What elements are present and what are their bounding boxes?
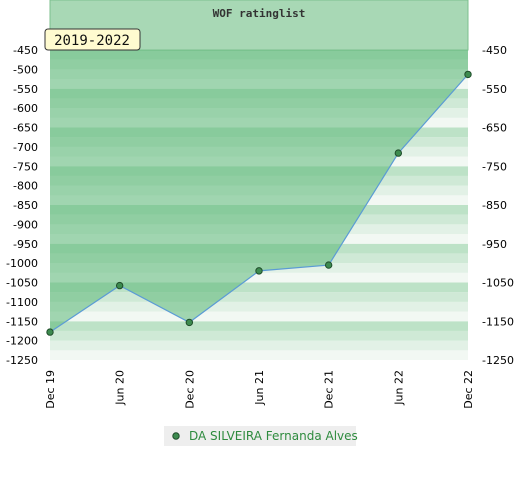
y-tick-label-left: -550	[13, 83, 38, 96]
y-axis-left: -450 -500 -550 -600 -650 -700 -750 -800 -850 -900…	[6, 44, 38, 367]
data-points	[46, 70, 472, 336]
legend-label: DA SILVEIRA Fernanda Alves	[189, 429, 358, 443]
background-band	[50, 311, 468, 322]
y-tick-label-right: -750	[482, 160, 507, 173]
y-tick-label-right: -1050	[482, 277, 514, 290]
x-tick-label: Dec 19	[44, 370, 57, 409]
background-band	[50, 330, 468, 341]
x-tick-label: Jun 22	[392, 370, 405, 406]
legend: DA SILVEIRA Fernanda Alves	[164, 426, 358, 446]
y-tick-label-right: -450	[482, 44, 507, 57]
background-band	[50, 301, 468, 312]
background-band	[50, 292, 468, 302]
y-tick-label-left: -1250	[6, 354, 38, 367]
data-point	[464, 70, 472, 79]
y-axis-right: -450 -550 -650 -750 -850 -950 -1050 -1150 -1250	[482, 44, 514, 367]
range-badge: 2019-2022	[44, 28, 141, 51]
data-point	[185, 318, 194, 327]
background-band	[50, 340, 468, 351]
y-tick-label-left: -1000	[6, 257, 38, 270]
y-tick-label-right: -1250	[482, 354, 514, 367]
y-tick-label-left: -600	[13, 102, 38, 115]
y-tick-label-left: -1100	[6, 296, 38, 309]
chart-title: WOF ratinglist	[213, 7, 306, 20]
y-tick-label-left: -650	[13, 122, 38, 135]
data-point	[394, 149, 403, 157]
x-tick-label: Dec 20	[183, 370, 196, 409]
data-point	[324, 261, 333, 269]
y-tick-label-right: -1150	[482, 315, 514, 328]
y-tick-label-left: -700	[13, 141, 38, 154]
legend-box	[164, 426, 356, 446]
y-tick-label-left: -500	[13, 63, 38, 76]
y-tick-label-left: -750	[13, 160, 38, 173]
x-tick-label: Jun 21	[253, 370, 266, 406]
data-point	[255, 267, 263, 275]
y-tick-label-right: -650	[482, 122, 507, 135]
background-band	[50, 350, 468, 360]
range-badge-box	[44, 28, 141, 51]
y-tick-label-left: -950	[13, 238, 38, 251]
y-tick-label-right: -550	[482, 83, 507, 96]
y-tick-label-left: -850	[13, 199, 38, 212]
rating-area-fill	[50, 50, 468, 333]
y-tick-label-right: -850	[482, 199, 507, 212]
x-tick-label: Jun 20	[114, 370, 127, 406]
background-band	[50, 282, 468, 293]
x-tick-label: Dec 22	[462, 370, 475, 409]
y-tick-label-left: -1150	[6, 315, 38, 328]
background-band	[50, 272, 468, 283]
x-tick-label: Dec 21	[323, 370, 336, 409]
y-tick-label-left: -900	[13, 218, 38, 231]
y-tick-label-right: -950	[482, 238, 507, 251]
range-badge-label: 2019-2022	[54, 33, 130, 49]
background-band	[50, 321, 468, 331]
legend-marker-icon	[172, 432, 180, 440]
data-point	[46, 328, 54, 336]
y-tick-label-left: -1050	[6, 277, 38, 290]
y-tick-label-left: -800	[13, 180, 38, 193]
y-tick-label-left: -1200	[6, 335, 38, 348]
data-point	[115, 281, 124, 290]
rating-area	[50, 50, 468, 333]
y-tick-label-left: -450	[13, 44, 38, 57]
x-axis: Dec 19 Jun 20 Dec 20 Jun 21 Dec 21 Jun 22 Dec …	[44, 370, 475, 409]
